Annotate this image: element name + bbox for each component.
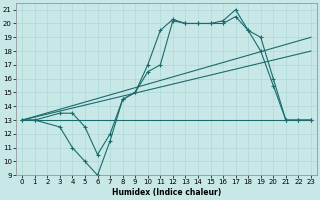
X-axis label: Humidex (Indice chaleur): Humidex (Indice chaleur) [112, 188, 221, 197]
